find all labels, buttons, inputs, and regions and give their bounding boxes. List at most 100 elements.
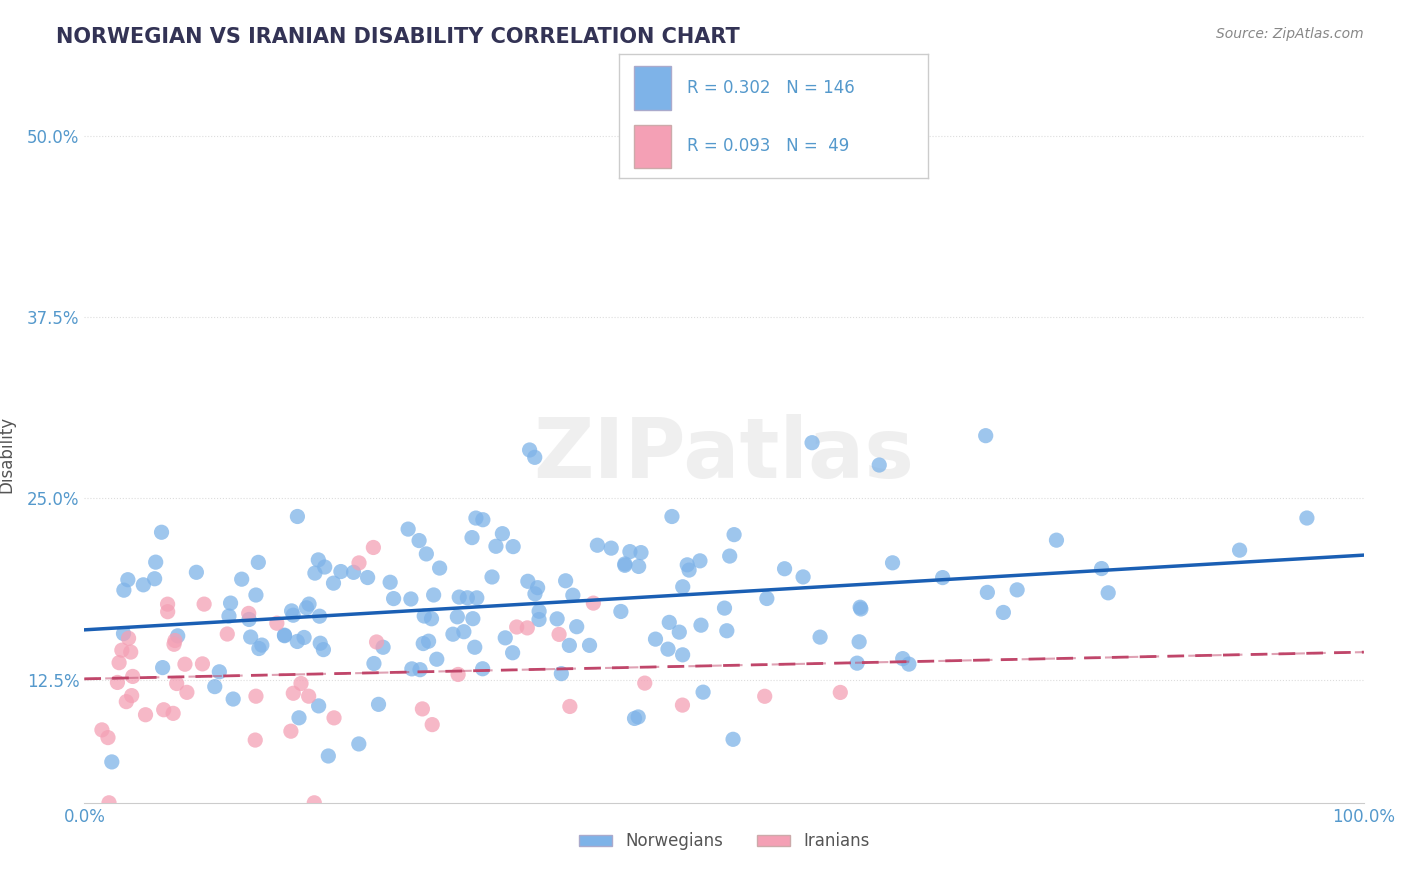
Point	[718, 549, 741, 563]
Point	[505, 620, 527, 634]
Point	[287, 509, 309, 524]
Point	[630, 546, 652, 560]
Point	[461, 531, 484, 545]
Point	[304, 566, 326, 580]
Point	[163, 637, 186, 651]
Point	[471, 662, 494, 676]
Point	[413, 609, 436, 624]
Point	[464, 511, 486, 525]
Point	[657, 642, 679, 657]
Point	[849, 602, 872, 616]
Point	[565, 620, 588, 634]
Point	[554, 574, 576, 588]
Point	[239, 630, 262, 644]
Point	[97, 731, 120, 745]
Point	[290, 676, 312, 690]
Point	[101, 755, 124, 769]
Point	[1005, 582, 1028, 597]
Point	[396, 522, 419, 536]
Point	[283, 686, 305, 700]
Point	[830, 685, 852, 699]
Point	[163, 633, 186, 648]
Point	[848, 635, 870, 649]
Point	[250, 638, 273, 652]
Point	[716, 624, 738, 638]
Point	[366, 635, 388, 649]
Point	[238, 612, 260, 626]
Point	[295, 600, 318, 615]
Point	[931, 571, 953, 585]
Point	[415, 547, 437, 561]
Point	[412, 636, 434, 650]
Point	[1045, 533, 1067, 548]
Point	[382, 591, 405, 606]
Point	[465, 591, 488, 605]
Point	[461, 612, 484, 626]
Point	[623, 711, 645, 725]
Point	[502, 646, 524, 660]
Point	[586, 538, 609, 552]
Point	[222, 692, 245, 706]
Point	[283, 608, 305, 623]
Point	[447, 667, 470, 681]
Point	[347, 556, 370, 570]
Point	[117, 573, 139, 587]
Point	[1229, 543, 1251, 558]
Point	[676, 558, 699, 572]
Point	[204, 680, 226, 694]
Point	[150, 525, 173, 540]
Point	[491, 526, 513, 541]
Point	[613, 557, 636, 571]
Text: Source: ZipAtlas.com: Source: ZipAtlas.com	[1216, 27, 1364, 41]
Point	[668, 625, 690, 640]
FancyBboxPatch shape	[634, 66, 671, 110]
Point	[245, 733, 267, 747]
Point	[634, 676, 657, 690]
Point	[292, 631, 315, 645]
Point	[107, 675, 129, 690]
Point	[485, 539, 508, 553]
Point	[453, 624, 475, 639]
Point	[558, 699, 581, 714]
Point	[526, 581, 548, 595]
Point	[166, 676, 188, 690]
Point	[367, 698, 389, 712]
Point	[156, 605, 179, 619]
Point	[208, 665, 231, 679]
Point	[342, 566, 364, 580]
Point	[672, 580, 695, 594]
Point	[426, 652, 449, 666]
Point	[1097, 586, 1119, 600]
Point	[322, 576, 344, 591]
Point	[121, 689, 143, 703]
Point	[312, 642, 335, 657]
Point	[111, 643, 134, 657]
Point	[409, 663, 432, 677]
Point	[441, 627, 464, 641]
Point	[193, 597, 215, 611]
Text: NORWEGIAN VS IRANIAN DISABILITY CORRELATION CHART: NORWEGIAN VS IRANIAN DISABILITY CORRELAT…	[56, 27, 740, 46]
Point	[90, 723, 112, 737]
Point	[678, 563, 700, 577]
Point	[600, 541, 623, 556]
Text: ZIPatlas: ZIPatlas	[534, 415, 914, 495]
Point	[429, 561, 451, 575]
Point	[280, 604, 302, 618]
Point	[121, 669, 143, 683]
Point	[882, 556, 904, 570]
Point	[304, 796, 326, 810]
Point	[808, 630, 831, 644]
Point	[247, 641, 270, 656]
Point	[1090, 561, 1112, 575]
Point	[550, 666, 572, 681]
Point	[112, 626, 135, 640]
Point	[247, 555, 270, 569]
Point	[298, 689, 321, 703]
Point	[1296, 511, 1319, 525]
Point	[527, 613, 550, 627]
Point	[323, 711, 346, 725]
Point	[174, 657, 197, 672]
Point	[713, 601, 735, 615]
Point	[849, 600, 872, 615]
Point	[502, 540, 524, 554]
